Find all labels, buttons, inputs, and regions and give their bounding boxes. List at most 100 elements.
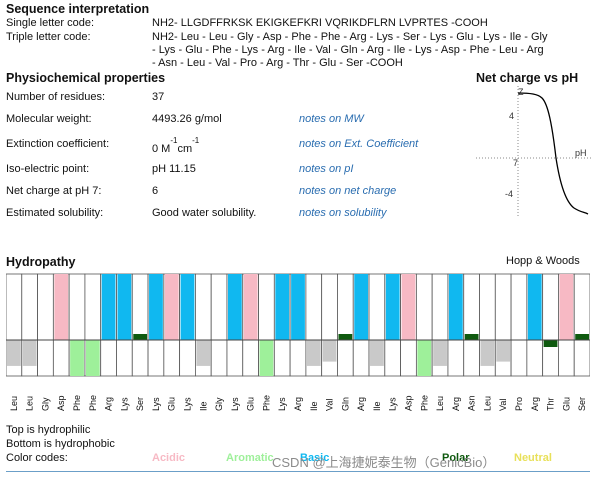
hydropathy-residue-label: Gly bbox=[214, 397, 224, 411]
hydropathy-bar bbox=[227, 274, 242, 340]
notes-net-charge-link[interactable]: notes on net charge bbox=[299, 185, 397, 197]
hydropathy-cell bbox=[573, 273, 590, 377]
net-charge-tick-4: 4 bbox=[509, 111, 514, 121]
hydropathy-bar bbox=[401, 274, 416, 340]
hydropathy-bar bbox=[70, 340, 84, 376]
hydropathy-bar bbox=[354, 274, 369, 340]
hydropathy-bar bbox=[338, 334, 353, 340]
hydropathy-residue-label: Asp bbox=[56, 395, 66, 411]
ext-coeff-number: 0 M bbox=[152, 142, 171, 155]
hydropathy-bar bbox=[417, 340, 432, 376]
hydropathy-bar bbox=[101, 274, 116, 340]
hydropathy-residue-label: Lys bbox=[119, 397, 129, 411]
hydropathy-bar bbox=[480, 340, 495, 366]
hydropathy-residue-label: Lys bbox=[230, 397, 240, 411]
section-title-physiochemical: Physiochemical properties bbox=[6, 71, 166, 85]
hydropathy-residue-label: Arg bbox=[530, 397, 540, 411]
hydropathy-residue-label: Val bbox=[498, 399, 508, 411]
hydropathy-bar bbox=[464, 334, 479, 340]
hydropathy-cell bbox=[510, 273, 528, 377]
hydropathy-residue-label: Ile bbox=[372, 401, 382, 411]
hydropathy-bar bbox=[85, 340, 100, 376]
hydropathy-bar bbox=[180, 274, 195, 340]
notes-pi-link[interactable]: notes on pI bbox=[299, 163, 354, 175]
hydropathy-bar bbox=[196, 340, 211, 366]
hydropathy-bar bbox=[543, 340, 558, 347]
net-charge-value: 6 bbox=[152, 185, 159, 197]
hydropathy-residue-label: Arg bbox=[293, 397, 303, 411]
code-acidic: Acidic bbox=[152, 452, 186, 464]
ext-coeff-sup1: -1 bbox=[170, 136, 178, 145]
hydropathy-bar bbox=[385, 274, 400, 340]
solubility-value: Good water solubility. bbox=[152, 207, 257, 219]
net-charge-x-label: pH bbox=[575, 148, 587, 158]
net-charge-curve bbox=[517, 92, 589, 215]
hydropathy-bar bbox=[527, 274, 542, 340]
hydropathy-residue-label: Pro bbox=[514, 397, 524, 411]
pi-value: pH 11.15 bbox=[152, 163, 196, 175]
net-charge-y-label: Z bbox=[518, 87, 524, 97]
triple-letter-line-2: - Lys - Glu - Phe - Lys - Arg - Ile - Va… bbox=[152, 44, 544, 56]
hydropathy-bar bbox=[133, 334, 148, 340]
hydropathy-residue-label: Phe bbox=[88, 395, 98, 411]
code-polar: Polar bbox=[442, 452, 470, 464]
hydropathy-cell bbox=[210, 273, 228, 377]
hydropathy-bar bbox=[370, 340, 384, 366]
ext-coeff-value: 0 M-1cm-1 bbox=[152, 136, 200, 155]
ext-coeff-sup2: -1 bbox=[192, 136, 200, 145]
net-charge-tick-7: 7 bbox=[513, 158, 518, 168]
hydropathy-residue-label: Ile bbox=[309, 401, 319, 411]
triple-letter-label: Triple letter code: bbox=[6, 31, 91, 43]
hydropathy-scale: Hopp & Woods bbox=[506, 255, 580, 267]
pi-label: Iso-electric point: bbox=[6, 163, 90, 175]
hydropathy-residue-label: Arg bbox=[356, 397, 366, 411]
hydrophilic-note: Top is hydrophilic bbox=[6, 424, 91, 436]
code-basic: Basic bbox=[300, 452, 330, 464]
hydropathy-cell bbox=[337, 273, 354, 377]
notes-ext-coeff-link[interactable]: notes on Ext. Coefficient bbox=[299, 138, 419, 150]
hydropathy-residue-label: Arg bbox=[451, 397, 461, 411]
hydropathy-bar bbox=[291, 274, 305, 340]
hydropathy-cell bbox=[542, 273, 559, 377]
mw-label: Molecular weight: bbox=[6, 113, 92, 125]
hydropathy-residue-label: Glu bbox=[246, 397, 256, 411]
hydropathy-bar bbox=[243, 274, 258, 340]
hydropathy-bar bbox=[433, 340, 447, 366]
residues-label: Number of residues: bbox=[6, 91, 106, 103]
hydrophobic-note: Bottom is hydrophobic bbox=[6, 438, 115, 450]
mw-value: 4493.26 g/mol bbox=[152, 113, 222, 125]
hydropathy-bar bbox=[448, 274, 463, 340]
net-charge-tick-neg4: -4 bbox=[505, 189, 513, 199]
solubility-label: Estimated solubility: bbox=[6, 207, 104, 219]
hydropathy-residue-label: Leu bbox=[9, 396, 19, 411]
hydropathy-residue-label: Glu bbox=[167, 397, 177, 411]
hydropathy-residue-label: Thr bbox=[546, 397, 556, 411]
net-charge-label: Net charge at pH 7: bbox=[6, 185, 102, 197]
hydropathy-residue-label: Lys bbox=[388, 397, 398, 411]
hydropathy-bar bbox=[149, 274, 163, 340]
notes-mw-link[interactable]: notes on MW bbox=[299, 113, 364, 125]
net-charge-chart-title: Net charge vs pH bbox=[476, 71, 579, 85]
hydropathy-bar bbox=[7, 340, 21, 366]
residues-value: 37 bbox=[152, 91, 165, 103]
hydropathy-bar bbox=[117, 274, 132, 340]
triple-letter-line-1: NH2- Leu - Leu - Gly - Asp - Phe - Phe -… bbox=[152, 31, 548, 43]
ext-coeff-unit: cm bbox=[177, 142, 193, 155]
hydropathy-cell bbox=[37, 273, 54, 377]
hydropathy-bar bbox=[306, 340, 321, 366]
hydropathy-bar bbox=[54, 274, 69, 340]
hydropathy-residue-label: Asp bbox=[403, 395, 413, 411]
hydropathy-residue-label: Lys bbox=[151, 397, 161, 411]
hydropathy-bar bbox=[275, 274, 290, 340]
hydropathy-bar bbox=[164, 274, 179, 340]
hydropathy-bar bbox=[22, 340, 37, 366]
hydropathy-residue-label: Glu bbox=[561, 397, 571, 411]
hydropathy-residue-label: Phe bbox=[419, 395, 429, 411]
color-codes-label: Color codes: bbox=[6, 452, 68, 464]
hydropathy-residue-label: Val bbox=[325, 399, 335, 411]
hydropathy-residue-label: Leu bbox=[482, 396, 492, 411]
code-aromatic: Aromatic bbox=[226, 452, 274, 464]
notes-solubility-link[interactable]: notes on solubility bbox=[299, 207, 387, 219]
hydropathy-bar bbox=[496, 340, 511, 362]
hydropathy-residue-label: Gly bbox=[40, 397, 50, 411]
